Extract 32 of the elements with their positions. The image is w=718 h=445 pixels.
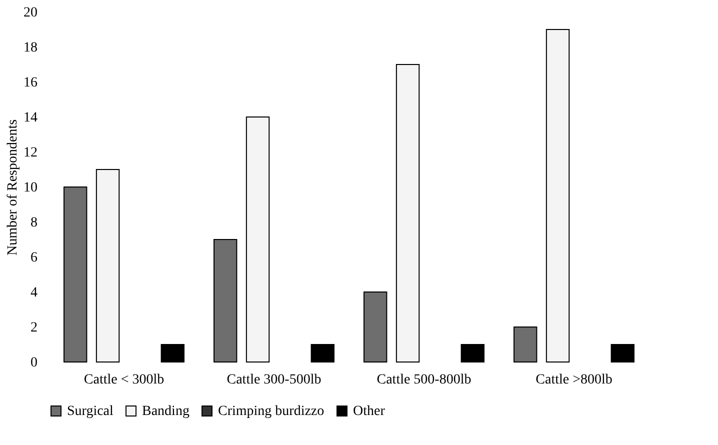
bar: [96, 169, 120, 362]
bar: [310, 344, 334, 362]
y-tick-label: 14: [24, 110, 38, 126]
bar: [460, 344, 484, 362]
legend-label: Surgical: [67, 404, 114, 419]
bar: [64, 186, 88, 362]
y-tick-label: 10: [24, 180, 38, 196]
legend-label: Banding: [142, 404, 190, 419]
bar: [214, 239, 238, 362]
y-tick-label: 20: [24, 6, 38, 20]
bar: [160, 344, 184, 362]
y-tick-label: 8: [30, 216, 38, 230]
bar: [514, 326, 538, 362]
y-tick-label: 6: [30, 250, 38, 266]
y-tick-label: 2: [30, 320, 38, 336]
x-tick-label: Cattle 500-800lb: [376, 372, 472, 388]
x-tick-label: Cattle < 300lb: [84, 372, 164, 388]
bar: [546, 29, 570, 362]
x-tick-label: Cattle >800lb: [536, 372, 612, 388]
bar: [246, 116, 270, 362]
x-tick-label: Cattle 300-500lb: [226, 372, 322, 388]
bar: [364, 292, 388, 362]
y-tick-label: 12: [24, 146, 38, 160]
y-axis-title: Number of Respondents: [6, 119, 20, 256]
legend-label: Crimping burdizzo: [218, 404, 324, 419]
bar: [610, 344, 634, 362]
y-tick-label: 4: [30, 286, 38, 300]
bar: [396, 64, 420, 362]
y-tick-label: 18: [24, 40, 38, 56]
y-tick-label: 0: [30, 356, 38, 370]
legend-label: Other: [353, 404, 386, 419]
y-tick-label: 16: [24, 76, 38, 90]
